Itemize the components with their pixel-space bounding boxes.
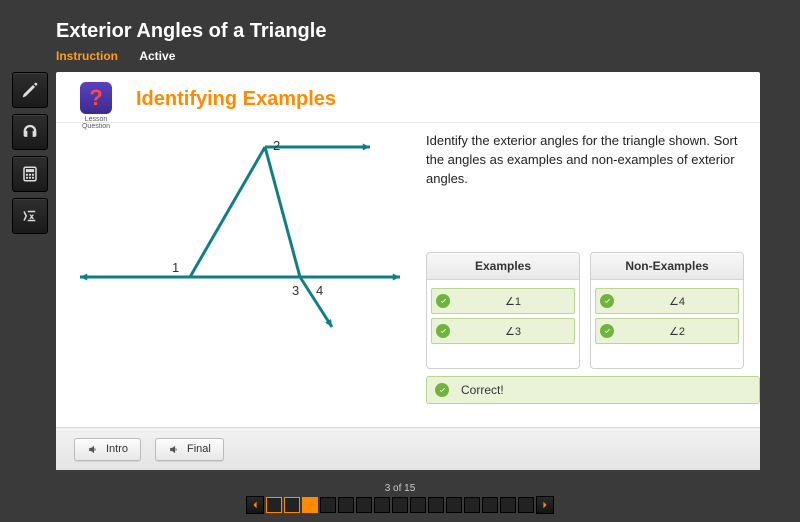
calculator-icon[interactable] (12, 156, 48, 192)
angle-label: ∠4 (620, 295, 734, 308)
sorted-item[interactable]: ∠3 (431, 318, 575, 344)
prompt-text: Identify the exterior angles for the tri… (426, 132, 740, 189)
angle-label: ∠2 (620, 325, 734, 338)
svg-text:2: 2 (273, 138, 280, 153)
crumb-instruction[interactable]: Instruction (56, 49, 118, 63)
non-examples-table: Non-Examples ∠4 ∠2 (590, 252, 744, 369)
check-icon (436, 324, 450, 338)
progress-cell[interactable] (482, 497, 498, 513)
divider (56, 122, 760, 123)
audio-intro-button[interactable]: Intro (74, 438, 141, 461)
svg-text:4: 4 (316, 283, 323, 298)
triangle-diagram: 1 2 3 4 (70, 127, 412, 337)
svg-text:x: x (30, 213, 34, 220)
progress-cell[interactable] (284, 497, 300, 513)
next-button[interactable] (536, 496, 554, 514)
sort-tables: Examples ∠1 ∠3 Non-Examples ∠4 ∠2 (426, 252, 744, 369)
progress-cell[interactable] (428, 497, 444, 513)
svg-text:1: 1 (172, 260, 179, 275)
audio-bar: Intro Final (56, 427, 760, 470)
examples-table: Examples ∠1 ∠3 (426, 252, 580, 369)
audio-intro-label: Intro (106, 443, 128, 455)
speaker-icon (87, 443, 100, 456)
angle-label: ∠3 (456, 325, 570, 338)
check-icon (600, 324, 614, 338)
svg-text:3: 3 (292, 283, 299, 298)
progress-cell[interactable] (518, 497, 534, 513)
progress-cell[interactable] (500, 497, 516, 513)
audio-final-label: Final (187, 443, 211, 455)
question-icon: ? (80, 82, 112, 114)
check-icon (436, 294, 450, 308)
page-indicator: 3 of 15 (0, 483, 800, 494)
progress-cell[interactable] (464, 497, 480, 513)
progress-strip (0, 496, 800, 514)
check-icon (435, 383, 449, 397)
formula-icon[interactable]: x (12, 198, 48, 234)
slide-title: Identifying Examples (136, 88, 336, 111)
check-icon (600, 294, 614, 308)
progress-cell[interactable] (320, 497, 336, 513)
breadcrumb: Instruction Active (56, 49, 760, 63)
sorted-item[interactable]: ∠4 (595, 288, 739, 314)
progress-cell[interactable] (446, 497, 462, 513)
pencil-icon[interactable] (12, 72, 48, 108)
angle-label: ∠1 (456, 295, 570, 308)
progress-cell[interactable] (410, 497, 426, 513)
speaker-icon (168, 443, 181, 456)
progress-cell[interactable] (392, 497, 408, 513)
prev-button[interactable] (246, 496, 264, 514)
examples-header: Examples (427, 253, 579, 280)
feedback-text: Correct! (461, 383, 504, 397)
progress-cell[interactable] (356, 497, 372, 513)
progress-cell[interactable] (374, 497, 390, 513)
sorted-item[interactable]: ∠1 (431, 288, 575, 314)
sorted-item[interactable]: ∠2 (595, 318, 739, 344)
progress-cell[interactable] (266, 497, 282, 513)
progress-cell[interactable] (302, 497, 318, 513)
audio-final-button[interactable]: Final (155, 438, 224, 461)
progress-cell[interactable] (338, 497, 354, 513)
headphones-icon[interactable] (12, 114, 48, 150)
lesson-card: ? Lesson Question Identifying Examples 1… (56, 72, 760, 470)
non-examples-header: Non-Examples (591, 253, 743, 280)
crumb-active[interactable]: Active (139, 49, 175, 63)
page-title: Exterior Angles of a Triangle (56, 20, 760, 43)
left-toolbar: x (12, 72, 46, 240)
feedback-banner: Correct! (426, 376, 760, 404)
